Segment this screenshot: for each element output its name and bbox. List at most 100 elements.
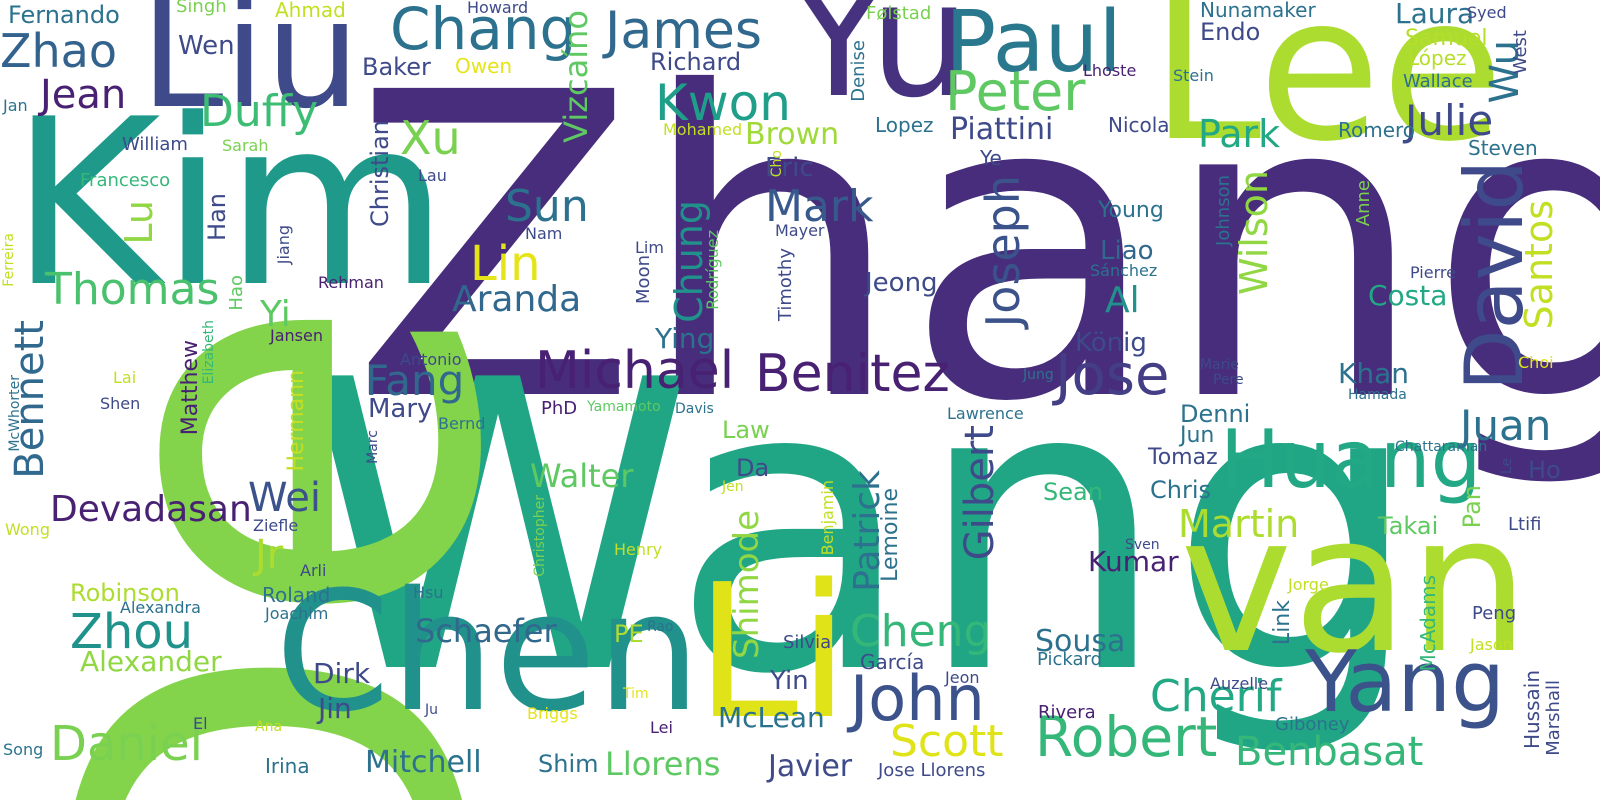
word-jose-llorens: Jose Llorens — [878, 760, 986, 781]
word-zhao: Zhao — [0, 24, 117, 78]
word-van: van — [1180, 474, 1530, 695]
word-nam: Nam — [525, 224, 563, 243]
word-pere: Pere — [1213, 372, 1244, 388]
word-denni: Denni — [1180, 400, 1251, 428]
word-devadasan: Devadasan — [50, 489, 252, 530]
word-mary: Mary — [368, 394, 433, 424]
word-fang: Fang — [365, 356, 465, 405]
word-yin: Yin — [770, 666, 809, 696]
word-ltifi: Ltifi — [1508, 514, 1542, 535]
word-jansen: Jansen — [270, 326, 323, 345]
word-kwon: Kwon — [655, 74, 791, 132]
word-huang: Huang — [1220, 413, 1482, 506]
word-johnson: Johnson — [1213, 175, 1234, 246]
word-yu: Yu — [790, 0, 971, 133]
word-garcia: García — [860, 650, 925, 674]
word-jason: Jason — [1470, 635, 1513, 654]
word-mark: Mark — [765, 181, 874, 232]
word-han: Han — [203, 193, 231, 241]
word-james: James — [605, 1, 762, 61]
word-steven: Steven — [1468, 136, 1538, 160]
word-hsu: Hsu — [413, 583, 444, 602]
word-lu: Lu — [117, 200, 161, 245]
word-shimode: Shimode — [727, 510, 767, 659]
word-tomaz: Tomaz — [1148, 445, 1218, 470]
word-ye: Ye — [980, 146, 1002, 170]
word-lai: Lai — [113, 368, 137, 387]
word-chang: Chang — [390, 0, 577, 63]
word-sean: Sean — [1043, 478, 1103, 506]
word-bernd: Bernd — [438, 414, 486, 433]
word-benitez: Benitez — [755, 344, 950, 404]
word-jan: Jan — [3, 96, 28, 115]
word-pierre: Pierre — [1410, 263, 1456, 282]
word-wang: Wang — [300, 297, 1423, 762]
word-liu: Liu — [140, 0, 361, 142]
word-shim: Shim — [538, 750, 599, 778]
word-pan: Pan — [1458, 485, 1486, 529]
word-duffy: Duffy — [200, 86, 319, 137]
word-pickard: Pickard — [1037, 649, 1103, 670]
word-ho: Ho — [1528, 456, 1561, 484]
word-anne: Anne — [1353, 180, 1374, 227]
word-lei: Lei — [650, 718, 673, 737]
word-choi: Choi — [1518, 353, 1554, 372]
word-lhoste: Lhoste — [1083, 61, 1137, 80]
word-yi: Yi — [260, 294, 291, 335]
word-baker: Baker — [362, 53, 431, 81]
word-sun: Sun — [505, 181, 589, 232]
word-joachim: Joachim — [265, 604, 329, 623]
word-lemoine: Lemoine — [878, 488, 903, 582]
word-ferreira: Ferreira — [1, 233, 17, 287]
word-khan: Khan — [1338, 357, 1410, 390]
word-hermann: Hermann — [284, 370, 309, 472]
word-f-lstad: Følstad — [866, 3, 932, 24]
word-park: Park — [1198, 112, 1281, 156]
word-martin: Martin — [1178, 502, 1300, 546]
word-tim: Tim — [623, 686, 649, 702]
word-jeong: Jeong — [865, 268, 938, 298]
word-liao: Liao — [1100, 236, 1154, 266]
word-brown: Brown — [745, 117, 840, 152]
word-ying: Ying — [655, 322, 715, 355]
word-kumar: Kumar — [1088, 545, 1179, 578]
word-rao: Rao — [647, 619, 674, 635]
word-singh: Singh — [176, 0, 227, 17]
word-jose: Jose — [1055, 343, 1170, 408]
word-marshall: Marshall — [1543, 680, 1564, 756]
word-yamamoto: Yamamoto — [587, 399, 661, 415]
word-auzelle: Auzelle — [1210, 674, 1269, 693]
word-samuel: Samuel — [1405, 26, 1488, 51]
word-robinson: Robinson — [70, 579, 180, 607]
word-chris: Chris — [1150, 476, 1212, 504]
word-chen: Chen — [275, 556, 701, 748]
word-lin: Lin — [470, 236, 541, 292]
word-lopez: Lopez — [875, 113, 934, 137]
word-le: Le — [1499, 458, 1515, 475]
word-jin: Jin — [318, 692, 352, 725]
word-stein: Stein — [1173, 66, 1214, 85]
word-sanchez: Sánchez — [1090, 261, 1158, 280]
word-llorens: Llorens — [605, 745, 721, 783]
word-santos: Santos — [1517, 200, 1561, 330]
word-hao: Hao — [226, 275, 247, 311]
word-chattaraman: Chattaraman — [1395, 439, 1488, 455]
word-alexander: Alexander — [80, 645, 222, 678]
word-mcwhorter: McWhorter — [7, 375, 23, 452]
word-christopher: Christopher — [532, 495, 548, 577]
word-piattini: Piattini — [950, 112, 1054, 147]
word-thomas: Thomas — [45, 264, 220, 315]
word-gilbert: Gilbert — [957, 425, 1003, 561]
word-cho: Cho — [769, 150, 785, 178]
word-denise: Denise — [848, 40, 869, 102]
word-daniel: Daniel — [50, 716, 203, 772]
word-marc: Marc — [365, 430, 381, 464]
word-lopez: López — [1408, 46, 1467, 70]
word-robert: Robert — [1035, 705, 1218, 769]
word-wen: Wen — [178, 31, 235, 61]
word-konig: König — [1075, 328, 1147, 358]
word-jun: Jun — [1180, 423, 1215, 448]
word-richard: Richard — [650, 48, 742, 76]
word-eric: Eric — [765, 153, 814, 183]
word-syed: Syed — [1467, 3, 1507, 22]
